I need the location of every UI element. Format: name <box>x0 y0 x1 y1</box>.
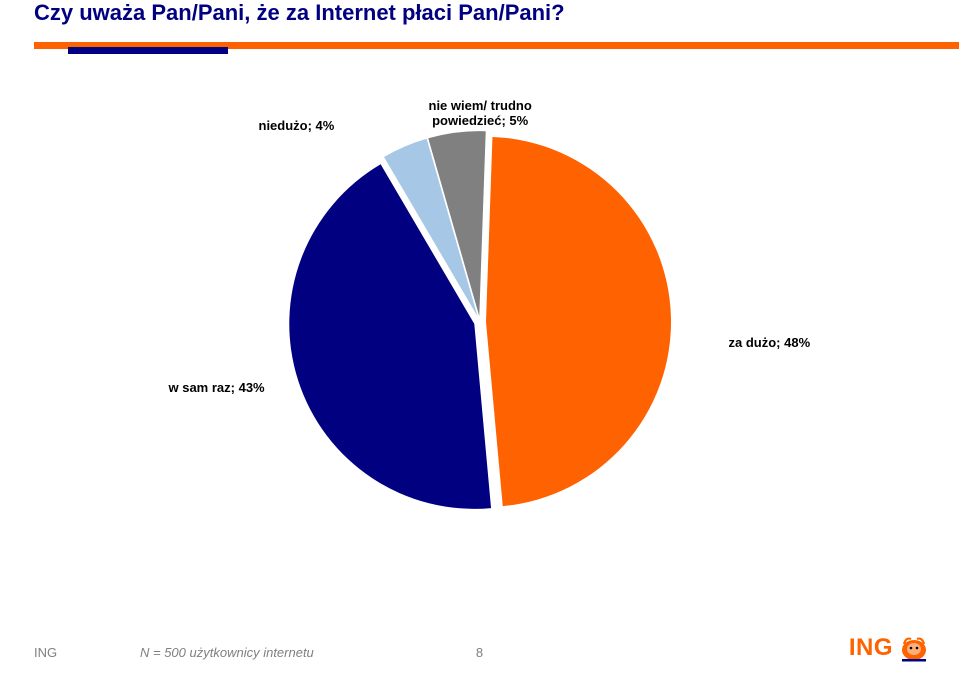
footer-sample-note: N = 500 użytkownicy internetu <box>140 645 314 660</box>
page-number: 8 <box>476 645 483 660</box>
page-title: Czy uważa Pan/Pani, że za Internet płaci… <box>34 0 959 26</box>
accent-bar-blue <box>68 47 228 54</box>
pie-chart: za dużo; 48%w sam raz; 43%niedużo; 4%nie… <box>279 121 681 523</box>
pie-label-w_sam_raz: w sam raz; 43% <box>169 381 265 396</box>
pie-label-nieduzo: niedużo; 4% <box>259 119 335 134</box>
header: Czy uważa Pan/Pani, że za Internet płaci… <box>0 0 959 54</box>
footer-brand: ING <box>34 645 57 660</box>
lion-icon <box>899 634 929 662</box>
accent-bars <box>34 42 959 54</box>
pie-label-za_duzo: za dużo; 48% <box>729 336 811 351</box>
ing-logo: ING <box>849 634 929 662</box>
chart-area: za dużo; 48% w sam raz; 43% niedużo; 4% nie… <box>0 54 959 574</box>
pie-slice-za_duzo <box>485 137 670 506</box>
ing-logo-text: ING <box>849 634 893 662</box>
pie-label-nie_wiem: nie wiem/ trudnopowiedzieć; 5% <box>429 99 532 129</box>
footer: ING N = 500 użytkownicy internetu 8 ING <box>0 636 959 666</box>
